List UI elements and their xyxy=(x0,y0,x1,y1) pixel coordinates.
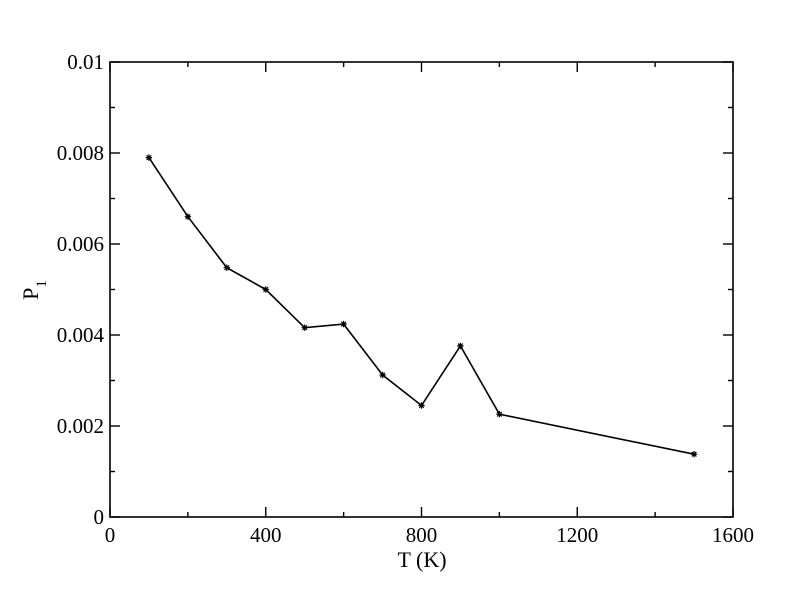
star-marker-icon xyxy=(457,342,464,350)
y-tick-label: 0.008 xyxy=(57,141,104,165)
plot-frame xyxy=(109,61,734,518)
star-marker-icon xyxy=(690,451,698,458)
star-marker-icon xyxy=(340,320,347,328)
x-axis-title: T (K) xyxy=(397,547,446,572)
y-tick-label: 0.002 xyxy=(57,414,104,438)
x-tick-label: 1600 xyxy=(712,523,754,547)
y-tick-label: 0 xyxy=(94,505,105,529)
star-marker-icon xyxy=(262,286,269,293)
data-point xyxy=(145,154,153,161)
y-axis-ticks: 0 0.002 0.004 0.006 0.008 0.01 xyxy=(57,50,733,529)
data-series xyxy=(145,154,698,458)
star-marker-icon xyxy=(184,213,192,220)
data-point xyxy=(184,213,192,220)
y-tick-label: 0.004 xyxy=(57,323,105,347)
star-marker-icon xyxy=(301,324,308,331)
y-tick-label: 0.006 xyxy=(57,232,104,256)
series-line xyxy=(148,157,695,455)
y-axis-title-main: P xyxy=(18,288,43,300)
data-point xyxy=(457,342,464,350)
data-point xyxy=(340,320,347,328)
data-point xyxy=(418,402,425,409)
y-axis-title-subscript: 1 xyxy=(34,280,50,288)
x-tick-label: 1200 xyxy=(556,523,598,547)
x-tick-label: 400 xyxy=(250,523,282,547)
data-point xyxy=(690,451,698,458)
star-marker-icon xyxy=(145,154,153,161)
data-point xyxy=(301,324,308,331)
data-point xyxy=(496,411,503,418)
data-point xyxy=(262,286,269,293)
x-tick-label: 800 xyxy=(406,523,438,547)
star-marker-icon xyxy=(223,264,231,271)
y-axis-title: P1 xyxy=(18,280,50,300)
star-marker-icon xyxy=(418,402,425,409)
x-axis-ticks: 0 400 800 1200 1600 xyxy=(105,62,754,547)
star-marker-icon xyxy=(379,371,386,379)
star-marker-icon xyxy=(496,411,503,418)
x-tick-label: 0 xyxy=(105,523,116,547)
plot-layer xyxy=(109,61,734,518)
data-point xyxy=(223,264,231,271)
y-tick-label: 0.01 xyxy=(67,50,104,74)
data-point xyxy=(379,371,386,379)
